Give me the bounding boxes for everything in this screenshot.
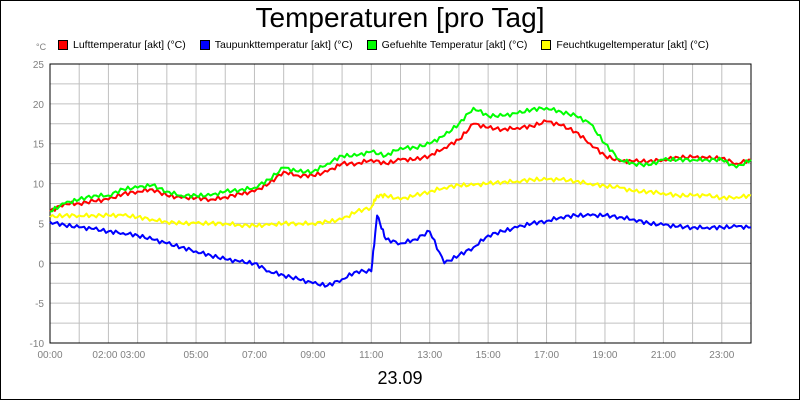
legend-label: Taupunkttemperatur [akt] (°C) <box>214 39 353 51</box>
x-tick-label: 05:00 <box>184 350 209 361</box>
series-line <box>49 106 752 213</box>
legend-swatch <box>58 40 68 50</box>
x-tick-label: 09:00 <box>300 350 325 361</box>
legend-item: Gefuehlte Temperatur [akt] (°C) <box>366 39 528 51</box>
y-tick-label: 5 <box>38 219 44 230</box>
series-line <box>49 176 752 229</box>
x-tick-label: 00:00 <box>37 350 62 361</box>
y-tick-label: -10 <box>30 339 45 350</box>
y-tick-label: 20 <box>33 100 45 111</box>
x-tick-label: 02:00 03:00 <box>92 350 145 361</box>
plot-border <box>49 63 752 344</box>
y-axis-unit: °C <box>36 42 47 52</box>
legend-item: Lufttemperatur [akt] (°C) <box>58 39 186 51</box>
y-tick-label: 10 <box>33 180 45 191</box>
x-tick-label: 15:00 <box>476 350 501 361</box>
x-tick-label: 17:00 <box>534 350 559 361</box>
x-axis-label: 23.09 <box>377 368 423 388</box>
legend-label: Gefuehlte Temperatur [akt] (°C) <box>381 39 528 51</box>
legend-item: Feuchtkugeltemperatur [akt] (°C) <box>541 39 709 51</box>
x-tick-label: 07:00 <box>242 350 267 361</box>
chart-title: Temperaturen [pro Tag] <box>255 2 545 33</box>
legend-swatch <box>366 40 377 50</box>
x-tick-label: 13:00 <box>417 350 442 361</box>
x-tick-label: 23:00 <box>709 350 734 361</box>
y-tick-label: 0 <box>38 259 44 270</box>
x-tick-label: 21:00 <box>651 350 676 361</box>
x-tick-label: 19:00 <box>592 350 617 361</box>
legend-item: Taupunkttemperatur [akt] (°C) <box>199 39 353 51</box>
legend-swatch <box>199 40 210 50</box>
y-tick-label: 15 <box>33 140 45 151</box>
legend-swatch <box>541 40 552 50</box>
series-line <box>49 212 752 288</box>
x-tick-label: 11:00 <box>359 350 384 361</box>
series-line <box>49 119 752 213</box>
chart-legend: Lufttemperatur [akt] (°C) Taupunkttempera… <box>58 38 723 52</box>
legend-label: Feuchtkugeltemperatur [akt] (°C) <box>556 39 709 51</box>
y-tick-label: -5 <box>35 299 44 310</box>
y-tick-label: 25 <box>33 60 45 71</box>
legend-label: Lufttemperatur [akt] (°C) <box>73 39 186 51</box>
